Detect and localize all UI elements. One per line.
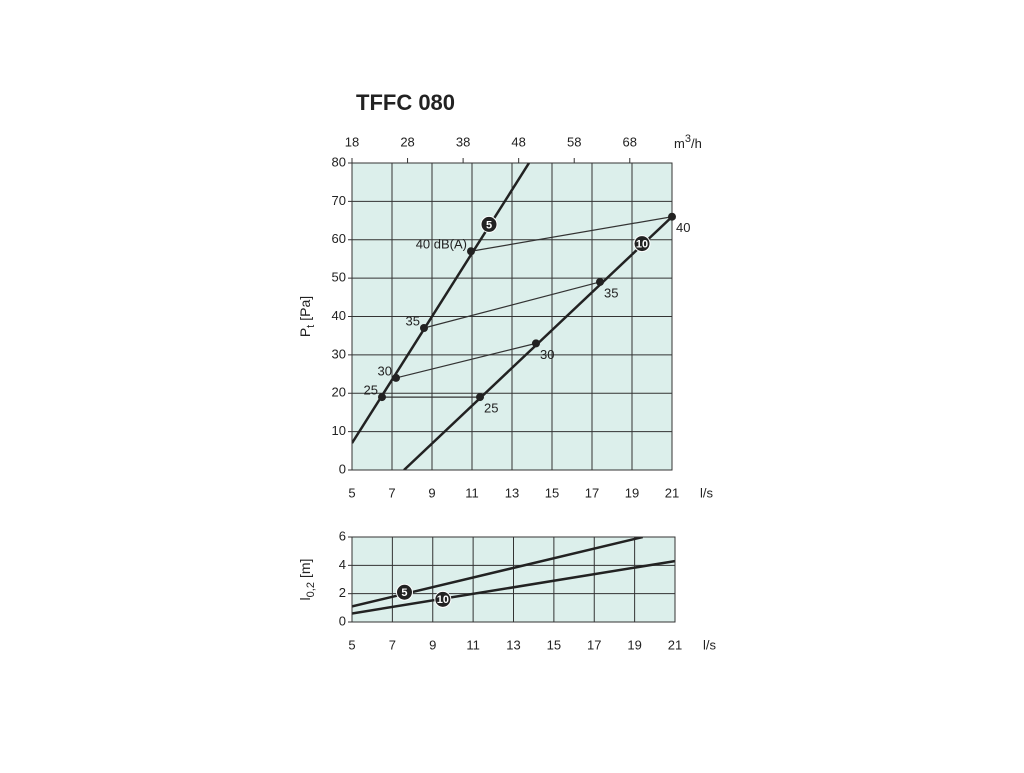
series-marker: [434, 590, 452, 608]
x-tick-label: 15: [547, 637, 561, 652]
y-tick-label: 40: [332, 308, 346, 323]
level-label: 30: [378, 363, 392, 378]
top-tick-label: 38: [456, 134, 470, 149]
level-point: [420, 324, 428, 333]
x-tick-label: 5: [348, 485, 355, 500]
x-tick-label: 21: [668, 637, 682, 652]
x-tick-label: 19: [627, 637, 641, 652]
y-label-unit: [Pa]: [297, 296, 313, 321]
top-tick-label: 28: [400, 134, 414, 149]
y-tick-label: 30: [332, 346, 346, 361]
top-label-sup: 3: [685, 133, 691, 145]
level-label: 35: [406, 313, 420, 328]
level-point: [596, 277, 604, 286]
x-tick-label: 9: [428, 485, 435, 500]
y-label-unit: [m]: [297, 559, 313, 578]
y-tick-label: 20: [332, 385, 346, 400]
series-name: 10: [636, 238, 648, 250]
series-marker: [633, 235, 651, 253]
y-tick-label: 4: [339, 557, 346, 572]
level-line: [423, 281, 601, 329]
x-tick-label: 21: [665, 485, 679, 500]
level-point: [668, 212, 676, 221]
plot-frame: [351, 536, 676, 623]
x-tick-label: 9: [429, 637, 436, 652]
level-label: 25: [364, 383, 378, 398]
level-line: [470, 216, 672, 252]
level-point: [532, 339, 540, 348]
y-tick-label: 50: [332, 270, 346, 285]
y-label-main: l: [297, 597, 313, 600]
series-name: 10: [437, 594, 449, 606]
plot-frame: [351, 162, 673, 471]
y-tick-label: 0: [339, 461, 346, 476]
y-label-sub: 0,2: [305, 582, 317, 597]
level-point: [467, 247, 475, 256]
top-label-tail: /h: [691, 136, 702, 151]
y-tick-label: 6: [339, 528, 346, 543]
x-tick-label: 7: [389, 637, 396, 652]
x-tick-label: 13: [506, 637, 520, 652]
top-tick-label: 18: [345, 134, 359, 149]
y-tick-label: 10: [332, 423, 346, 438]
top-tick-label: 58: [567, 134, 581, 149]
y-tick-label: 2: [339, 585, 346, 600]
y-tick-label: 80: [332, 154, 346, 169]
series-name: 5: [401, 587, 407, 599]
level-label: 40: [676, 220, 690, 235]
y-tick-label: 0: [339, 613, 346, 628]
x-tick-label: 15: [545, 485, 559, 500]
y-tick-label: 70: [332, 193, 346, 208]
top-tick-label: 68: [623, 134, 637, 149]
level-point: [392, 373, 400, 382]
top-label-main: m: [674, 136, 685, 151]
y-tick-label: 60: [332, 231, 346, 246]
x-axis-label: l/s: [703, 637, 717, 652]
x-tick-label: 19: [625, 485, 639, 500]
x-tick-label: 17: [585, 485, 599, 500]
series-line: [352, 559, 675, 615]
series-marker: [395, 583, 413, 601]
series-marker: [480, 215, 498, 233]
level-label: 35: [604, 285, 618, 300]
x-axis-label: l/s: [700, 485, 714, 500]
x-tick-label: 11: [465, 485, 479, 500]
y-axis-label: l0,2 [m]: [297, 559, 317, 601]
x-tick-label: 13: [505, 485, 519, 500]
x-tick-label: 5: [348, 637, 355, 652]
level-point: [476, 393, 484, 402]
level-line: [395, 342, 537, 379]
level-point: [378, 393, 386, 402]
y-label-sub: t: [305, 325, 317, 328]
x-tick-label: 7: [388, 485, 395, 500]
y-label-main: P: [297, 328, 313, 337]
level-label: 30: [540, 347, 554, 362]
title: TFFC 080: [356, 90, 455, 115]
level-label: 40 dB(A): [416, 237, 467, 252]
series-name: 5: [486, 219, 492, 231]
x-tick-label: 11: [466, 637, 480, 652]
top-tick-label: 48: [511, 134, 525, 149]
level-label: 25: [484, 401, 498, 416]
x-tick-label: 17: [587, 637, 601, 652]
y-axis-label: Pt [Pa]: [297, 296, 317, 337]
top-axis-label: m3/h: [674, 133, 702, 152]
